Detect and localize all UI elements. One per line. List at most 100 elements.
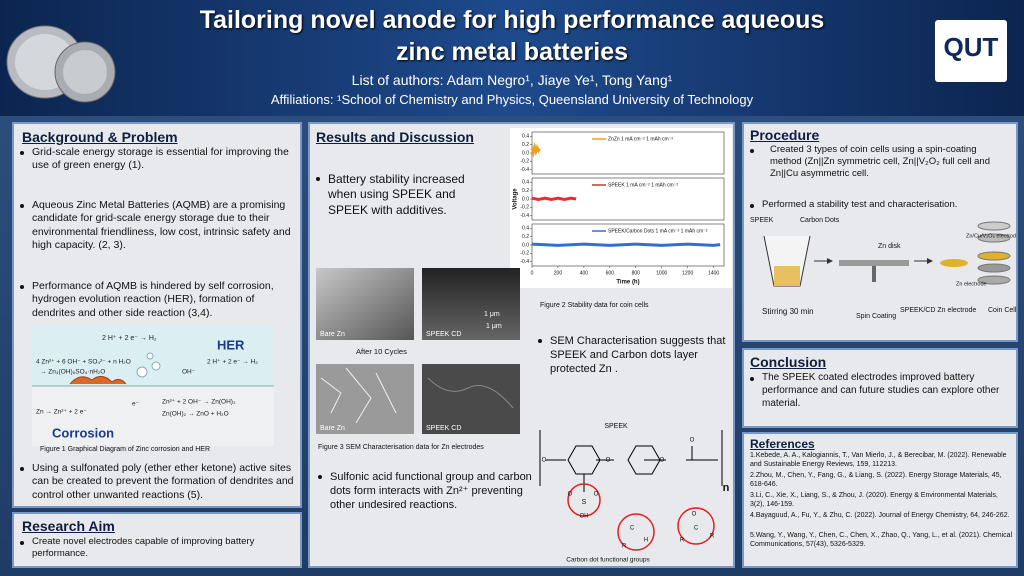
heading: Procedure <box>750 127 820 143</box>
chemical-structure: SPEEK O O O S O O OH n O C H R O C R R Carbon dot functio… <box>539 423 730 564</box>
chem-label: OH <box>580 514 589 520</box>
results-panel: Results and Discussion Battery stability… <box>308 122 735 568</box>
bullet: The SPEEK coated electrodes improved bat… <box>748 372 1014 410</box>
aim-panel: Research Aim Create novel electrodes cap… <box>12 512 302 568</box>
chem-label: O <box>594 492 599 498</box>
x-tick-label: 1000 <box>656 270 667 276</box>
chem-label: O <box>690 438 695 444</box>
sem-label: Bare Zn <box>320 425 345 432</box>
chem-label: SPEEK <box>604 423 628 430</box>
sem-label: 1 μm <box>484 311 500 318</box>
heading: Research Aim <box>22 518 115 534</box>
title: Tailoring novel anode for high performan… <box>199 6 825 34</box>
diagram-label: Zn disk <box>878 243 901 250</box>
y-tick-label: -0.4 <box>520 259 529 265</box>
bullet: Performance of AQMB is hindered by self … <box>18 280 298 320</box>
procedure-diagram: SPEEK Carbon Dots Zn disk Zn/Cu/V₂O₅ electr… <box>750 217 1016 320</box>
chem-label: C <box>630 526 635 532</box>
y-tick-label: 0.0 <box>522 196 529 202</box>
coin-cell-photo <box>6 25 116 103</box>
y-tick-label: -0.2 <box>520 159 529 165</box>
sem-label: SPEEK CD <box>426 425 461 432</box>
figure-caption: Figure 2 Stability data for coin cells <box>540 302 649 309</box>
heading: Background & Problem <box>22 129 178 145</box>
diagram-label: Spin Coating <box>856 313 896 320</box>
y-tick-label: 0.0 <box>522 150 529 156</box>
y-tick-label: 0.4 <box>522 134 529 140</box>
y-tick-label: 0.4 <box>522 180 529 186</box>
chem-label: Carbon dot functional groups <box>566 557 650 564</box>
figure-label: 2 H⁺ + 2 e⁻ → H₂ <box>102 335 157 342</box>
reference: 3.Li, C., Xie, X., Liang, S., & Zhou, J.… <box>750 492 998 508</box>
procedure-panel: Procedure Created 3 types of coin cells … <box>742 122 1018 342</box>
y-axis-label: Voltage <box>513 188 519 210</box>
reference: 2.Zhou, M., Chen, Y., Fang, G., & Liang,… <box>750 472 1002 488</box>
diagram-label: Zn/Cu/V₂O₅ electrode <box>966 233 1016 239</box>
figure-1: 2 H⁺ + 2 e⁻ → H₂ HER 4 Zn²⁺ + 6 OH⁻ + SO₄²… <box>32 326 274 446</box>
x-tick-label: 1200 <box>682 270 693 276</box>
logo-box: QUT <box>935 20 1007 82</box>
figure-label: Zn(OH)₂ → ZnO + H₂O <box>162 411 229 418</box>
chem-label: R <box>622 544 627 550</box>
references-panel: References 1.Kebede, A. A., Kalogiannis,… <box>742 432 1018 568</box>
figure-label: Zn → Zn²⁺ + 2 e⁻ <box>36 409 87 416</box>
diagram-label: Coin Cell <box>988 307 1016 314</box>
bullet: Using a sulfonated poly (ether ether ket… <box>18 462 298 502</box>
y-tick-label: -0.2 <box>520 251 529 257</box>
sem-label: 1 μm <box>486 323 502 330</box>
y-tick-label: 0.0 <box>522 242 529 248</box>
chem-label: O <box>606 458 611 464</box>
bullet: Created 3 types of coin cells using a sp… <box>748 144 1010 180</box>
chem-label: O <box>660 458 665 464</box>
x-tick-label: 400 <box>580 270 589 276</box>
figure-label: 4 Zn²⁺ + 6 OH⁻ + SO₄²⁻ + n H₂O <box>36 359 131 366</box>
figure-label: HER <box>217 337 245 352</box>
x-axis-label: Time (h) <box>616 280 639 286</box>
sem-label: SPEEK CD <box>426 331 461 338</box>
diagram-label: Zn electrode <box>956 281 987 287</box>
bullet: SEM Characterisation suggests that SPEEK… <box>536 334 732 376</box>
chem-label: O <box>692 512 697 518</box>
figure-label: OH⁻ <box>182 369 196 376</box>
logo: QUT <box>943 32 999 62</box>
bullet: Battery stability increased when using S… <box>314 172 484 218</box>
y-tick-label: 0.4 <box>522 226 529 232</box>
reference: 1.Kebede, A. A., Kalogiannis, T., Van Mi… <box>750 452 1007 468</box>
figure-label: → Zn₄(OH)₆SO₄·nH₂O <box>40 369 105 376</box>
legend-label: SPEEK/Carbon Dots 1 mA cm⁻² 1 mAh cm⁻² <box>608 228 708 234</box>
diagram-label: SPEEK/CD Zn electrode <box>900 307 976 314</box>
data-line <box>531 242 721 247</box>
y-tick-label: 0.2 <box>522 142 529 148</box>
chem-label: n <box>723 482 730 494</box>
chem-label: R <box>680 538 685 544</box>
x-tick-label: 800 <box>632 270 641 276</box>
y-tick-label: 0.2 <box>522 188 529 194</box>
figure-caption: Figure 3 SEM Characterisation data for Z… <box>318 444 484 451</box>
data-line <box>531 196 577 201</box>
reference: 4.Bayaguud, A., Fu, Y., & Zhu, C. (2022)… <box>750 512 1010 519</box>
background-panel: Background & Problem Grid-scale energy s… <box>12 122 302 508</box>
chem-label: O <box>568 492 573 498</box>
figure-label: Zn²⁺ + 2 OH⁻ → Zn(OH)₂ <box>162 399 236 406</box>
diagram-label: SPEEK <box>750 217 774 224</box>
figure-caption: Figure 1 Graphical Diagram of Zinc corro… <box>40 446 211 453</box>
chem-label: O <box>542 458 547 464</box>
figure-2: 0.4 0.2 0.0 -0.2 -0.4 ZnZn 1 mA cm⁻² 1 mAh cm… <box>510 128 732 288</box>
conclusion-panel: Conclusion The SPEEK coated electrodes i… <box>742 348 1018 428</box>
y-tick-label: -0.4 <box>520 167 529 173</box>
legend-label: SPEEK 1 mA cm⁻² 1 mAh cm⁻² <box>608 182 678 188</box>
legend-label: ZnZn 1 mA cm⁻² 1 mAh cm⁻² <box>608 136 673 142</box>
affiliations: Affiliations: ¹School of Chemistry and P… <box>270 92 754 107</box>
y-tick-label: -0.2 <box>520 205 529 211</box>
chem-label: H <box>644 538 648 544</box>
header: Tailoring novel anode for high performan… <box>0 0 1024 116</box>
title: zinc metal batteries <box>395 38 629 66</box>
heading: Conclusion <box>750 354 827 370</box>
chem-label: R <box>710 534 715 540</box>
x-tick-label: 1400 <box>708 270 719 276</box>
x-tick-label: 600 <box>606 270 615 276</box>
diagram-label: Carbon Dots <box>800 217 840 224</box>
sem-label: Bare Zn <box>320 331 345 338</box>
data-line <box>530 141 541 158</box>
